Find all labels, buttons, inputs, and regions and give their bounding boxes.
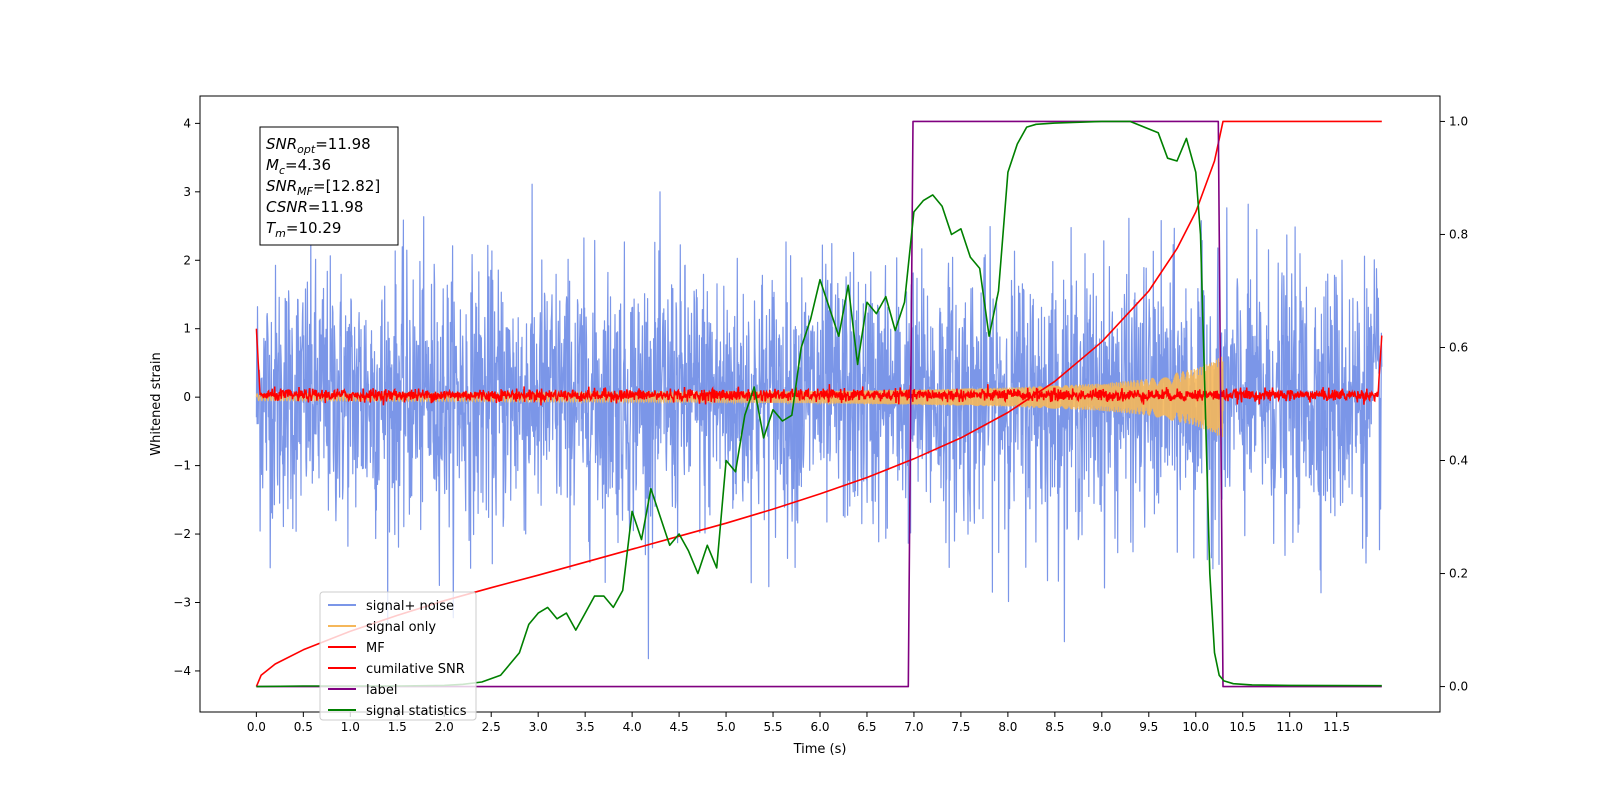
series-mf	[255, 328, 1383, 406]
stats-line: SNRMF=[12.82]	[266, 177, 380, 198]
x-axis-label: Time (s)	[793, 742, 847, 757]
x-tick-label: 4.5	[670, 720, 689, 734]
stats-line: Mc=4.36	[266, 156, 331, 177]
x-tick-label: 0.0	[247, 720, 266, 734]
y2-tick-label: 0.8	[1449, 227, 1468, 241]
stats-annotation-frame	[259, 126, 399, 246]
x-tick-label: 9.0	[1092, 720, 1111, 734]
x-tick-label: 3.5	[576, 720, 595, 734]
stats-line: Tm=10.29	[266, 219, 341, 240]
legend-label: signal+ noise	[366, 599, 454, 614]
y2-tick-label: 1.0	[1449, 114, 1468, 128]
x-tick-label: 11.5	[1323, 720, 1350, 734]
y-axis-right: 0.0 0.2 0.4 0.6 0.8 1.0	[1440, 114, 1468, 694]
y-tick-label: 4	[183, 116, 191, 130]
legend-label: signal only	[366, 620, 436, 635]
x-tick-label: 2.5	[482, 720, 501, 734]
legend-label: MF	[366, 641, 385, 656]
x-tick-label: 5.5	[763, 720, 782, 734]
x-tick-label: 1.5	[388, 720, 407, 734]
x-tick-label: 2.0	[435, 720, 454, 734]
x-tick-label: 7.0	[904, 720, 923, 734]
y-axis-label: Whitened strain	[149, 352, 164, 455]
y-tick-label: −1	[173, 459, 191, 473]
stats-line: CSNR=11.98	[266, 198, 363, 216]
x-tick-label: 9.5	[1139, 720, 1158, 734]
y2-tick-label: 0.6	[1449, 340, 1468, 354]
x-axis: 0.0 0.5 1.0 1.5 2.0 2.5 3.0 3.5 4.0 4.5 5.0 5.5 6.0 6…	[247, 712, 1350, 734]
x-tick-label: 3.0	[529, 720, 548, 734]
y-tick-label: −2	[173, 527, 191, 541]
stats-line: SNRopt=11.98	[266, 135, 371, 156]
x-tick-label: 7.5	[951, 720, 970, 734]
x-tick-label: 6.0	[810, 720, 829, 734]
x-tick-label: 10.0	[1182, 720, 1209, 734]
y-tick-label: 3	[183, 185, 191, 199]
legend: signal+ noise signal only MF cumilative SNR…	[319, 591, 477, 721]
x-tick-label: 8.5	[1045, 720, 1064, 734]
stats-annotation-box: SNRopt=11.98Mc=4.36SNRMF=[12.82]CSNR=11.…	[259, 126, 399, 246]
x-tick-label: 8.0	[998, 720, 1017, 734]
y-tick-label: −3	[173, 595, 191, 609]
x-tick-label: 0.5	[294, 720, 313, 734]
legend-label: signal statistics	[366, 704, 467, 719]
y-tick-label: 2	[183, 253, 191, 267]
y-tick-label: 1	[183, 322, 191, 336]
x-tick-label: 11.0	[1276, 720, 1303, 734]
series-label	[256, 120, 1382, 688]
y-axis-left: −4 −3 −2 −1 0 1 2 3 4	[173, 116, 200, 678]
series-signal-statistics	[256, 120, 1382, 688]
y-tick-label: −4	[173, 664, 191, 678]
x-tick-label: 1.0	[341, 720, 360, 734]
x-tick-label: 5.0	[717, 720, 736, 734]
x-tick-label: 10.5	[1229, 720, 1256, 734]
y2-tick-label: 0.0	[1449, 680, 1468, 694]
y2-tick-label: 0.4	[1449, 454, 1468, 468]
x-tick-label: 4.0	[623, 720, 642, 734]
y2-tick-label: 0.2	[1449, 567, 1468, 581]
legend-label: cumilative SNR	[366, 662, 465, 677]
y-tick-label: 0	[183, 390, 191, 404]
legend-label: label	[366, 683, 397, 698]
x-tick-label: 6.5	[857, 720, 876, 734]
legend-frame	[319, 591, 477, 721]
